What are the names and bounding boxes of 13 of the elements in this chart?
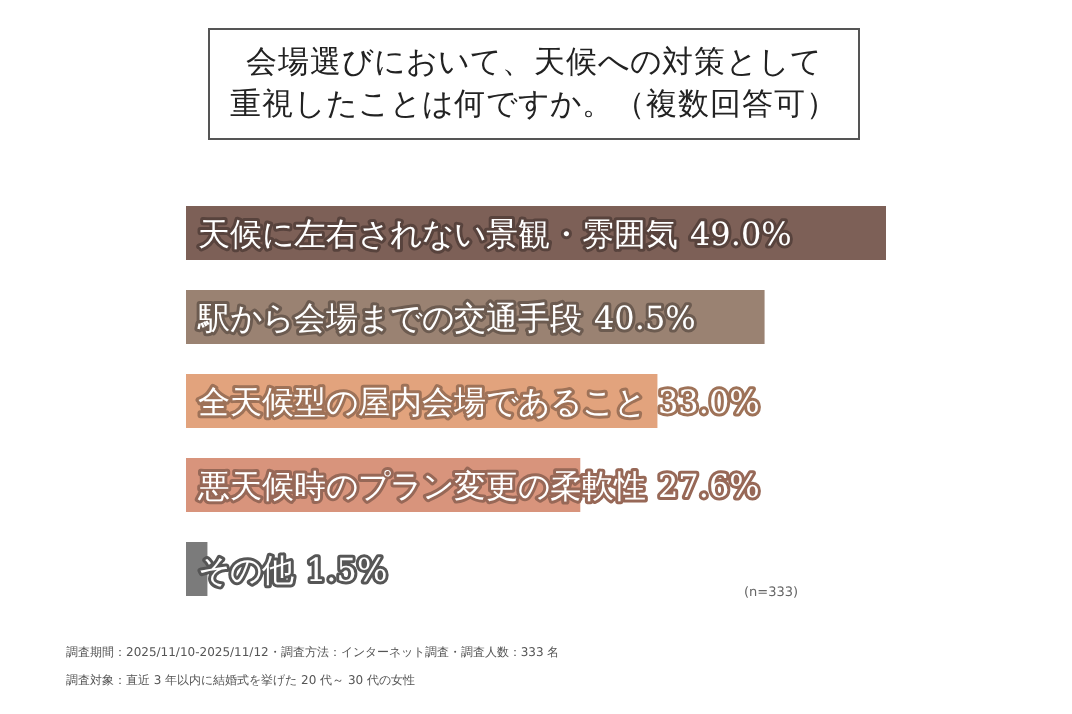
bar: 天候に左右されない景観・雰囲気 49.0%	[186, 206, 886, 260]
bar: 全天候型の屋内会場であること 33.0%	[186, 374, 760, 428]
data-label: 33.0%	[658, 383, 760, 421]
data-label: 27.6%	[658, 467, 760, 505]
data-label: 49.0%	[690, 215, 792, 253]
y-tick-label: 駅から会場までの交通手段	[196, 299, 582, 337]
chart-subtitle: 重視したことは何ですか。（複数回答可）	[230, 84, 838, 126]
y-tick-label: 全天候型の屋内会場であること	[198, 383, 646, 421]
data-label: 40.5%	[594, 299, 696, 337]
chart-title: 会場選びにおいて、天候への対策として	[246, 42, 822, 84]
y-tick-label: 天候に左右されない景観・雰囲気	[198, 215, 678, 253]
data-label: 1.5%	[306, 551, 388, 589]
bar: 駅から会場までの交通手段 40.5%	[186, 290, 765, 344]
